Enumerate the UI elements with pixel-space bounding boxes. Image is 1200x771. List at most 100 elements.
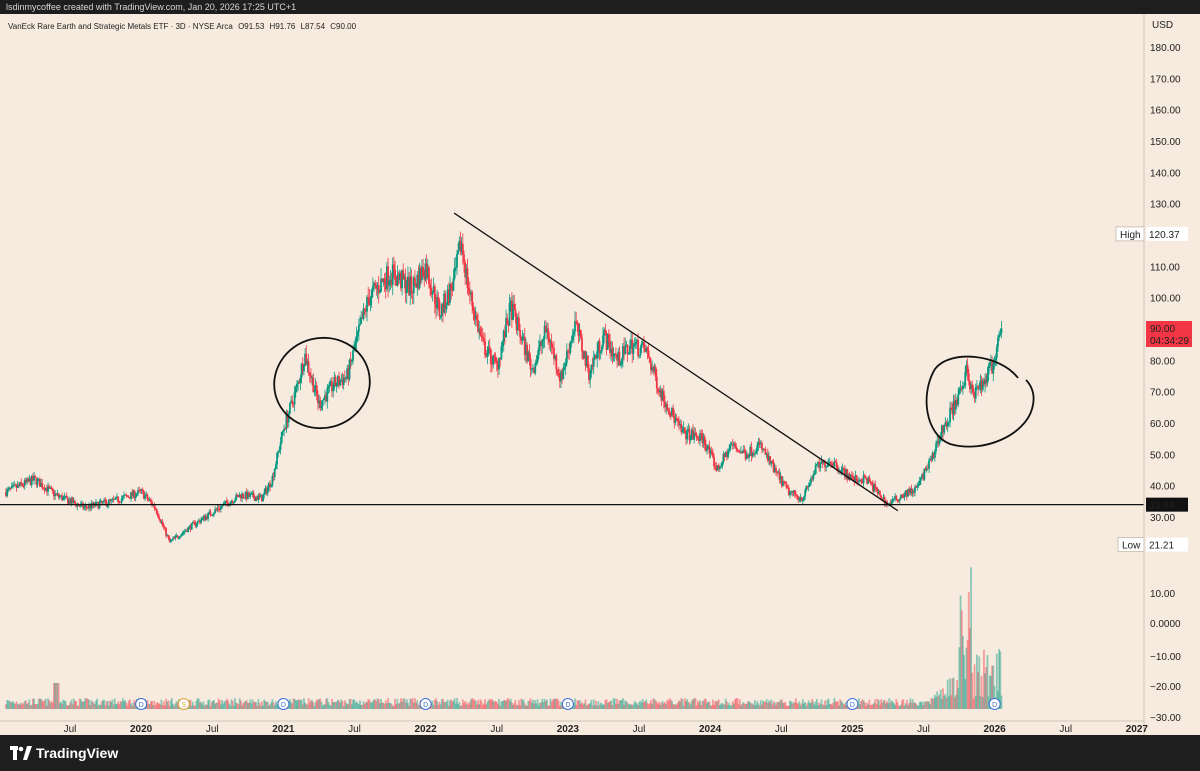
candle-body — [855, 475, 858, 481]
volume-bar — [322, 704, 325, 709]
volume-bar — [668, 698, 671, 709]
candle-body — [962, 386, 964, 390]
candle-body — [180, 534, 183, 537]
candle-body — [199, 520, 201, 523]
chart-area[interactable]: USD30.0040.0050.0060.0070.0080.0090.0010… — [0, 14, 1200, 735]
volume-bar — [958, 647, 961, 709]
volume-bar — [45, 705, 48, 709]
volume-bar — [396, 698, 399, 709]
candle-body — [400, 272, 402, 289]
time-tick-label: Jul — [633, 724, 646, 735]
volume-bar — [757, 703, 760, 709]
volume-bar — [42, 701, 45, 709]
volume-bar — [952, 677, 955, 709]
volume-bar — [713, 704, 715, 709]
candle-body — [338, 376, 340, 386]
dividend-marker-label: D — [139, 702, 144, 709]
volume-bar — [481, 705, 484, 709]
candle-body — [607, 333, 610, 342]
volume-bar — [491, 698, 493, 709]
volume-bar — [551, 699, 554, 709]
volume-bar — [815, 698, 818, 709]
candle-body — [245, 491, 248, 499]
volume-bar — [44, 698, 47, 709]
candle-body — [325, 395, 328, 402]
volume-bar — [897, 705, 900, 709]
volume-bar — [56, 683, 59, 709]
candle-body — [914, 486, 916, 493]
volume-bar — [112, 704, 115, 709]
tradingview-logo[interactable]: TradingView — [10, 745, 118, 761]
candle-body — [1000, 328, 1003, 334]
candle-body — [840, 470, 843, 473]
candle-body — [732, 443, 735, 446]
volume-bar — [452, 700, 455, 709]
candle-body — [822, 461, 825, 464]
volume-bar — [937, 696, 940, 709]
candle-body — [825, 466, 828, 468]
candle-body — [414, 277, 416, 284]
volume-bar — [834, 701, 837, 709]
volume-bar — [148, 703, 151, 709]
volume-bar — [479, 699, 482, 709]
candle-body — [151, 501, 153, 506]
volume-bar — [156, 702, 159, 709]
volume-bar — [488, 698, 491, 709]
chart-canvas[interactable]: USD30.0040.0050.0060.0070.0080.0090.0010… — [0, 14, 1200, 735]
volume-bar — [867, 704, 870, 709]
circle-annotation-2021 — [273, 336, 371, 430]
symbol-legend: VanEck Rare Earth and Strategic Metals E… — [8, 22, 359, 31]
volume-bar — [92, 702, 95, 709]
dividend-marker-label: D — [565, 702, 570, 709]
volume-bar — [554, 698, 557, 709]
candle-body — [690, 429, 693, 436]
volume-bar — [242, 703, 245, 709]
volume-bar — [891, 701, 894, 709]
volume-bar — [474, 700, 477, 709]
candle-body — [342, 377, 345, 386]
volume-bar — [294, 699, 297, 709]
volume-bar — [714, 701, 717, 709]
volume-bar — [914, 702, 916, 709]
volume-bar — [675, 704, 678, 709]
candle-body — [159, 519, 162, 522]
candle-body — [813, 474, 816, 476]
candle-body — [700, 433, 703, 435]
candle-body — [350, 360, 353, 362]
candle-body — [985, 379, 988, 384]
volume-bar — [364, 701, 367, 709]
candle-body — [811, 478, 814, 480]
candle-body — [38, 479, 41, 487]
candle-body — [465, 268, 468, 278]
volume-bar — [467, 704, 470, 709]
candle-body — [380, 278, 382, 292]
volume-bar — [175, 701, 178, 709]
candle-body — [64, 495, 67, 497]
price-tick-label: 130.00 — [1150, 200, 1181, 211]
candle-body — [259, 494, 262, 497]
volume-bar — [206, 704, 208, 709]
legend-close: C90.00 — [330, 22, 357, 31]
volume-bar — [669, 699, 672, 709]
volume-bar — [375, 701, 378, 709]
volume-bar — [682, 705, 685, 709]
candle-body — [605, 333, 608, 350]
candle-body — [923, 468, 926, 480]
candle-body — [298, 381, 301, 383]
candle-body — [883, 497, 886, 504]
volume-bar — [727, 705, 729, 709]
volume-bar — [907, 705, 909, 709]
price-tick-label: 150.00 — [1150, 137, 1181, 148]
volume-bar — [374, 699, 377, 709]
candle-body — [12, 485, 14, 487]
volume-bar — [301, 704, 304, 709]
candle-body — [123, 495, 125, 497]
candle-body — [384, 283, 387, 290]
candle-body — [374, 282, 377, 286]
volume-bar — [196, 698, 199, 709]
volume-bar — [74, 701, 76, 709]
candle-body — [193, 522, 196, 524]
volume-bar — [95, 700, 97, 709]
candle-body — [716, 465, 719, 471]
candle-body — [697, 437, 700, 441]
